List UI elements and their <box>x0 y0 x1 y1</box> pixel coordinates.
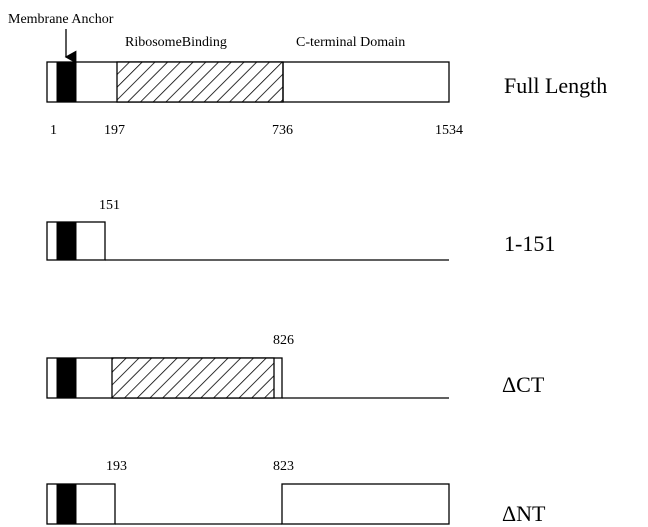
construct-full-length: 1 197 736 1534 Full Length <box>46 61 607 138</box>
membrane-anchor-label: Membrane Anchor <box>8 12 114 27</box>
full-length-ribosome-binding-domain <box>116 61 284 103</box>
delta-ct-position-826: 826 <box>273 333 294 348</box>
construct-1-151-membrane-anchor <box>56 221 77 261</box>
full-length-position-1: 1 <box>50 123 57 138</box>
construct-1-151-label: 1-151 <box>504 231 555 256</box>
full-length-membrane-anchor <box>56 61 77 103</box>
construct-delta-ct: 826 ΔCT <box>46 333 545 399</box>
full-length-position-1534: 1534 <box>435 123 463 138</box>
delta-nt-membrane-anchor <box>56 483 77 525</box>
construct-delta-nt: 193 823 ΔNT <box>46 459 546 526</box>
delta-ct-ribosome-binding-domain <box>111 357 275 399</box>
c-terminal-domain-label: C-terminal Domain <box>296 35 405 50</box>
full-length-label: Full Length <box>504 73 607 98</box>
delta-nt-position-193: 193 <box>106 459 127 474</box>
ribosome-binding-label: RibosomeBinding <box>125 35 227 50</box>
delta-nt-position-823: 823 <box>273 459 294 474</box>
delta-nt-label: ΔNT <box>502 501 546 526</box>
full-length-position-197: 197 <box>104 123 125 138</box>
delta-ct-membrane-anchor <box>56 357 77 399</box>
delta-nt-c-terminal-box <box>281 483 450 525</box>
full-length-position-736: 736 <box>272 123 293 138</box>
delta-ct-label: ΔCT <box>502 372 545 397</box>
construct-1-151: 151 1-151 <box>46 198 555 261</box>
construct-1-151-position-151: 151 <box>99 198 120 213</box>
